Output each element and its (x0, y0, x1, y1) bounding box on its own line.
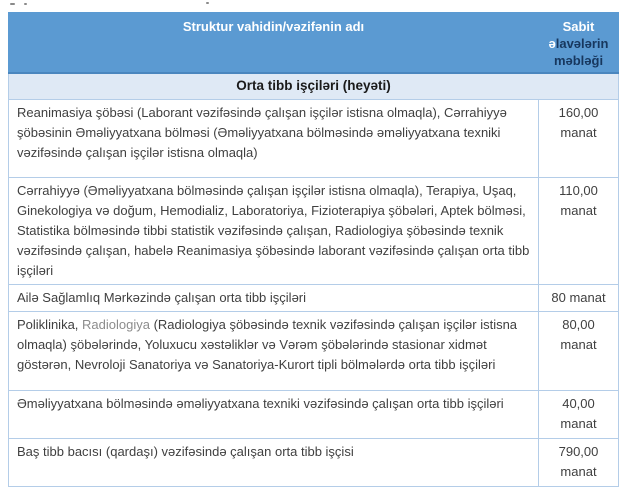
table-row: Reanimasiya şöbəsi (Laborant vəzifəsində… (8, 99, 619, 178)
row-amount: 40,00 manat (538, 390, 619, 439)
row-amount: 80 manat (538, 284, 619, 312)
row-description: Əməliyyatxana bölməsində əməliyyatxana t… (8, 390, 539, 439)
section-header-row: Orta tibb işçiləri (heyəti) (8, 72, 619, 100)
table-body: Reanimasiya şöbəsi (Laborant vəzifəsində… (8, 99, 619, 487)
column-header-structure-name: Struktur vahidin/vəzifənin adı (8, 12, 539, 74)
row-description: Ailə Sağlamlıq Mərkəzində çalışan orta t… (8, 284, 539, 312)
table-row: Cərrahiyyə (Əməliyyatxana bölməsində çal… (8, 177, 619, 285)
row-amount: 160,00 manat (538, 99, 619, 178)
cropped-text-fragment (10, 2, 270, 6)
column-header-fixed-supplement: Sabit əlavələrin məbləği (538, 12, 619, 74)
row-description: Cərrahiyyə (Əməliyyatxana bölməsində çal… (8, 177, 539, 285)
row-description: Reanimasiya şöbəsi (Laborant vəzifəsində… (8, 99, 539, 178)
row-amount: 80,00 manat (538, 311, 619, 391)
table-row: Ailə Sağlamlıq Mərkəzində çalışan orta t… (8, 284, 619, 312)
row-description: Poliklinika, Radiologiya (Radiologiya şö… (8, 311, 539, 391)
row-description-segment: Poliklinika, (17, 317, 83, 332)
row-description-gray-segment: Radiologiya (82, 317, 150, 332)
salary-supplements-table: Struktur vahidin/vəzifənin adı Sabit əla… (8, 12, 619, 487)
row-description-segment: (Radiologiya şöbəsində texnik vəzifəsind… (17, 317, 518, 372)
table-row: Poliklinika, Radiologiya (Radiologiya şö… (8, 311, 619, 391)
table-row: Əməliyyatxana bölməsində əməliyyatxana t… (8, 390, 619, 439)
row-amount: 110,00 manat (538, 177, 619, 285)
section-title: Orta tibb işçiləri (heyəti) (8, 72, 619, 100)
table-header-row: Struktur vahidin/vəzifənin adı Sabit əla… (8, 12, 619, 74)
row-amount: 790,00 manat (538, 438, 619, 487)
column-header-label: Struktur vahidin/vəzifənin adı (182, 19, 365, 34)
table-row: Baş tibb bacısı (qardaşı) vəzifəsində ça… (8, 438, 619, 487)
row-description: Baş tibb bacısı (qardaşı) vəzifəsində ça… (8, 438, 539, 487)
